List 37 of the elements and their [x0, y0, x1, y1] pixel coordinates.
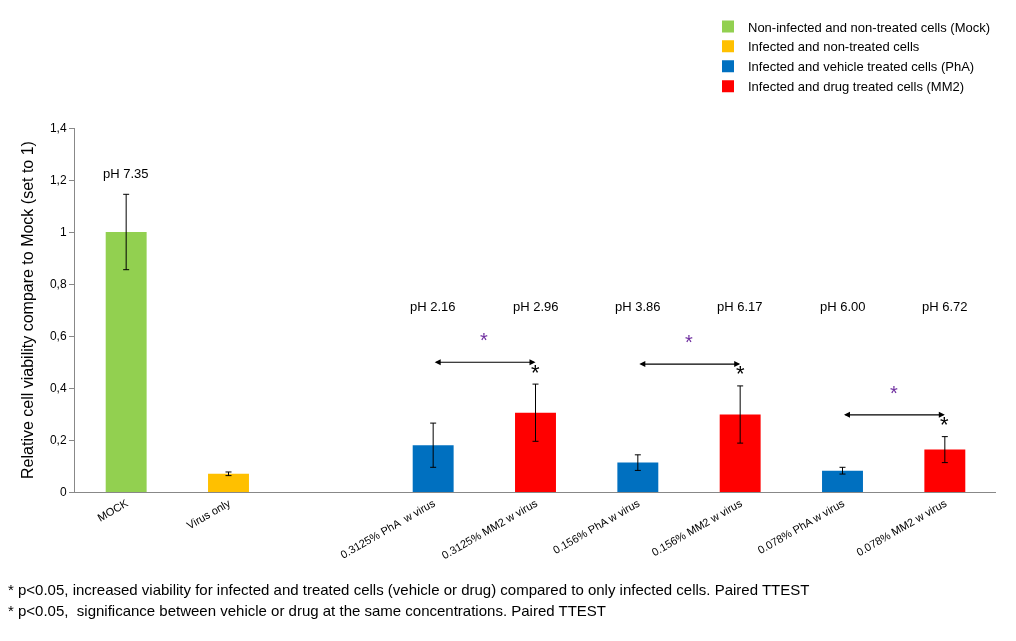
legend-label: Infected and vehicle treated cells (PhA)	[748, 59, 975, 75]
legend-label: Infected and drug treated cells (MM2)	[748, 79, 965, 95]
y-tick-label: 1,4	[49, 121, 67, 136]
annotation: pH 7.35	[103, 166, 149, 181]
y-tick-label: 0,4	[49, 381, 67, 396]
y-tick-label: 0	[59, 485, 67, 500]
bar	[105, 232, 147, 492]
text: * p<0.05, significance between vehicle or drug at the same concentrations. Paired TTEST	[8, 602, 606, 619]
x-tick-label: Virus only	[184, 496, 233, 532]
annotation: pH 6.72	[922, 299, 968, 314]
bar	[822, 470, 863, 492]
y-axis-title: Relative cell viability compare to Mock (set to 1)	[19, 141, 36, 479]
y-tick-label: 0,2	[49, 433, 67, 448]
annotation: *	[940, 412, 949, 437]
text: * p<0.05, increased viability for infected and treated cells (vehicle or drug) compared to only infected cells. Paired TTEST	[8, 581, 810, 598]
annotation: *	[531, 360, 540, 385]
annotation: *	[890, 382, 898, 404]
y-tick-label: 0,8	[49, 277, 67, 292]
bar	[719, 414, 761, 492]
y-tick-label: 1,2	[49, 173, 67, 188]
y-tick-label: 1	[59, 225, 67, 240]
bar	[412, 445, 454, 492]
bar	[515, 412, 556, 492]
bar	[208, 473, 249, 492]
y-tick-label: 0,6	[49, 329, 67, 344]
legend-label: Infected and non-treated cells	[748, 39, 920, 55]
annotation: *	[480, 329, 488, 351]
annotation: pH 6.00	[820, 299, 866, 314]
bar	[924, 449, 966, 492]
annotation: pH 2.16	[410, 299, 456, 314]
legend-label: Non-infected and non-treated cells (Mock)	[748, 19, 991, 35]
bar	[617, 462, 659, 492]
annotation: pH 3.86	[615, 299, 661, 314]
annotation: *	[736, 361, 745, 386]
annotation: *	[685, 331, 693, 353]
annotation: pH 2.96	[513, 299, 559, 314]
annotation: pH 6.17	[717, 299, 763, 314]
